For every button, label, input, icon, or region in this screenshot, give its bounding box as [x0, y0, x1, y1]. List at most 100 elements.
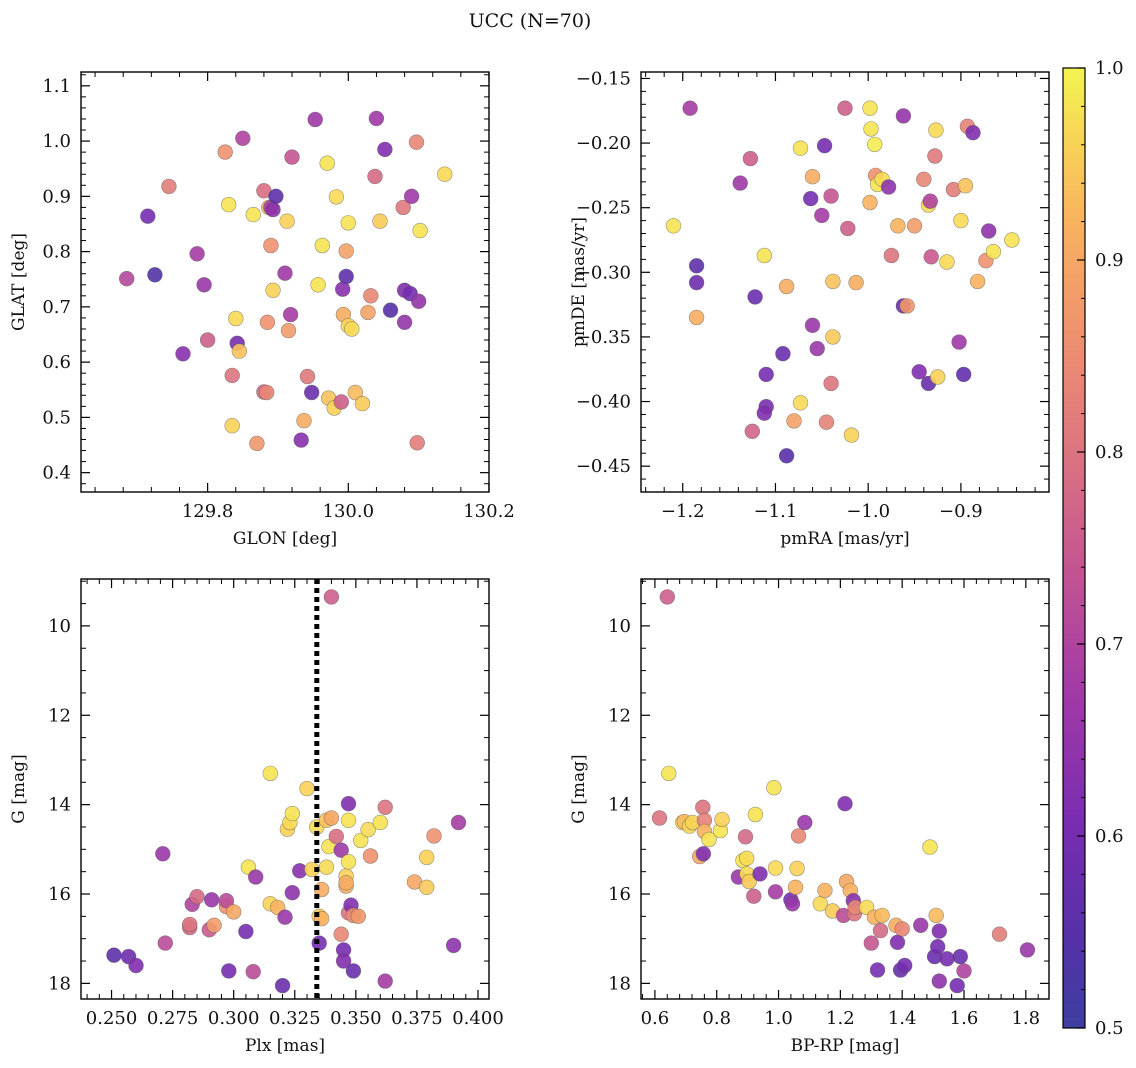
data-point — [419, 849, 435, 866]
data-point — [695, 846, 712, 862]
y-tick-label: 18 — [608, 973, 631, 994]
data-point — [419, 879, 435, 895]
colorbar-tick-label: 0.5 — [1095, 1018, 1124, 1039]
y-tick-label: 14 — [608, 795, 631, 816]
data-point — [931, 923, 947, 939]
colorbar-tick-label: 0.9 — [1095, 250, 1124, 271]
colorbar-tick-label: 1.0 — [1095, 58, 1124, 79]
data-point — [338, 268, 354, 285]
data-point — [784, 896, 801, 912]
data-point — [182, 916, 198, 933]
data-point — [792, 140, 809, 156]
panel-glon-glat: 129.8 130.0 130.2 0.4 0.5 0.6 0.7 0.8 0.9 1.0 1.1 G… — [9, 71, 515, 549]
data-point — [340, 812, 357, 828]
data-point — [426, 828, 442, 844]
data-point — [953, 212, 969, 229]
data-point — [259, 384, 275, 401]
data-point — [916, 171, 932, 188]
x-tick-label: 0.400 — [452, 1008, 504, 1029]
data-point — [340, 795, 357, 812]
y-tick-label: 0.5 — [42, 407, 71, 428]
data-point — [775, 346, 791, 362]
data-point — [333, 842, 349, 858]
data-point — [368, 110, 385, 127]
data-point — [866, 136, 883, 153]
data-point — [335, 281, 351, 297]
data-point — [767, 884, 784, 900]
data-point — [445, 937, 462, 954]
data-point — [956, 963, 972, 979]
data-point — [883, 247, 900, 264]
data-point — [157, 935, 174, 951]
data-point — [804, 317, 821, 333]
x-tick-label: 0.350 — [330, 1008, 382, 1029]
data-point — [199, 332, 216, 348]
data-point — [931, 973, 947, 989]
data-point — [837, 795, 853, 812]
x-tick-label: −0.9 — [939, 501, 983, 522]
x-tick-label: 130.0 — [323, 501, 375, 522]
data-point — [922, 193, 938, 209]
data-point — [778, 448, 795, 464]
x-tick-label: 1.8 — [1011, 1008, 1040, 1029]
data-point — [279, 213, 295, 229]
data-point — [409, 435, 425, 451]
data-point — [340, 215, 356, 231]
colorbar-tick-label: 0.7 — [1095, 634, 1124, 655]
data-point — [928, 907, 944, 924]
data-point — [262, 765, 278, 782]
data-point — [758, 366, 774, 383]
y-tick-label: 16 — [48, 884, 71, 905]
data-point — [756, 405, 772, 421]
data-point — [980, 223, 997, 239]
data-point — [848, 274, 864, 291]
data-point — [282, 306, 299, 323]
x-tick-label: 0.300 — [208, 1008, 260, 1029]
data-point — [338, 875, 354, 891]
data-point — [823, 188, 839, 204]
data-point — [814, 207, 830, 224]
data-point — [338, 243, 354, 259]
data-point — [742, 150, 759, 167]
data-point — [701, 831, 717, 848]
x-tick-label: 1.6 — [950, 1008, 979, 1029]
axes-frame — [80, 71, 490, 493]
data-point — [738, 850, 755, 866]
data-point — [277, 909, 293, 925]
data-point — [360, 821, 376, 838]
data-point — [299, 368, 316, 385]
data-point — [265, 201, 281, 218]
data-point — [714, 811, 730, 828]
data-point — [756, 247, 772, 264]
y-tick-label: 18 — [48, 973, 71, 994]
x-axis-label: Plx [mas] — [245, 1036, 325, 1056]
axes-frame — [640, 71, 1050, 493]
data-point — [224, 367, 240, 384]
data-point — [790, 828, 807, 844]
y-tick-label: 12 — [608, 705, 631, 726]
data-point — [737, 829, 754, 845]
data-point — [787, 879, 804, 895]
panel-bprp-g: 0.6 0.8 1.0 1.2 1.4 1.6 1.8 10 12 14 16 18 BP-RP [ma… — [569, 578, 1050, 1056]
data-point — [333, 926, 349, 942]
data-point — [372, 213, 388, 229]
data-point — [952, 948, 968, 965]
x-axis-label: GLON [deg] — [233, 529, 337, 549]
x-axis-label: pmRA [mas/yr] — [780, 529, 909, 549]
data-point — [353, 832, 369, 849]
data-point — [221, 196, 237, 213]
data-point — [747, 289, 763, 305]
data-point — [362, 848, 379, 864]
data-point — [741, 873, 757, 890]
x-tick-label: −1.1 — [754, 501, 798, 522]
data-point — [411, 293, 427, 309]
y-tick-label: −0.30 — [576, 262, 631, 283]
data-point — [928, 122, 944, 138]
data-point — [746, 888, 762, 904]
data-point — [335, 953, 352, 969]
data-point — [217, 144, 233, 160]
data-point — [245, 963, 261, 980]
x-tick-label: 0.250 — [86, 1008, 138, 1029]
data-point — [128, 957, 144, 974]
